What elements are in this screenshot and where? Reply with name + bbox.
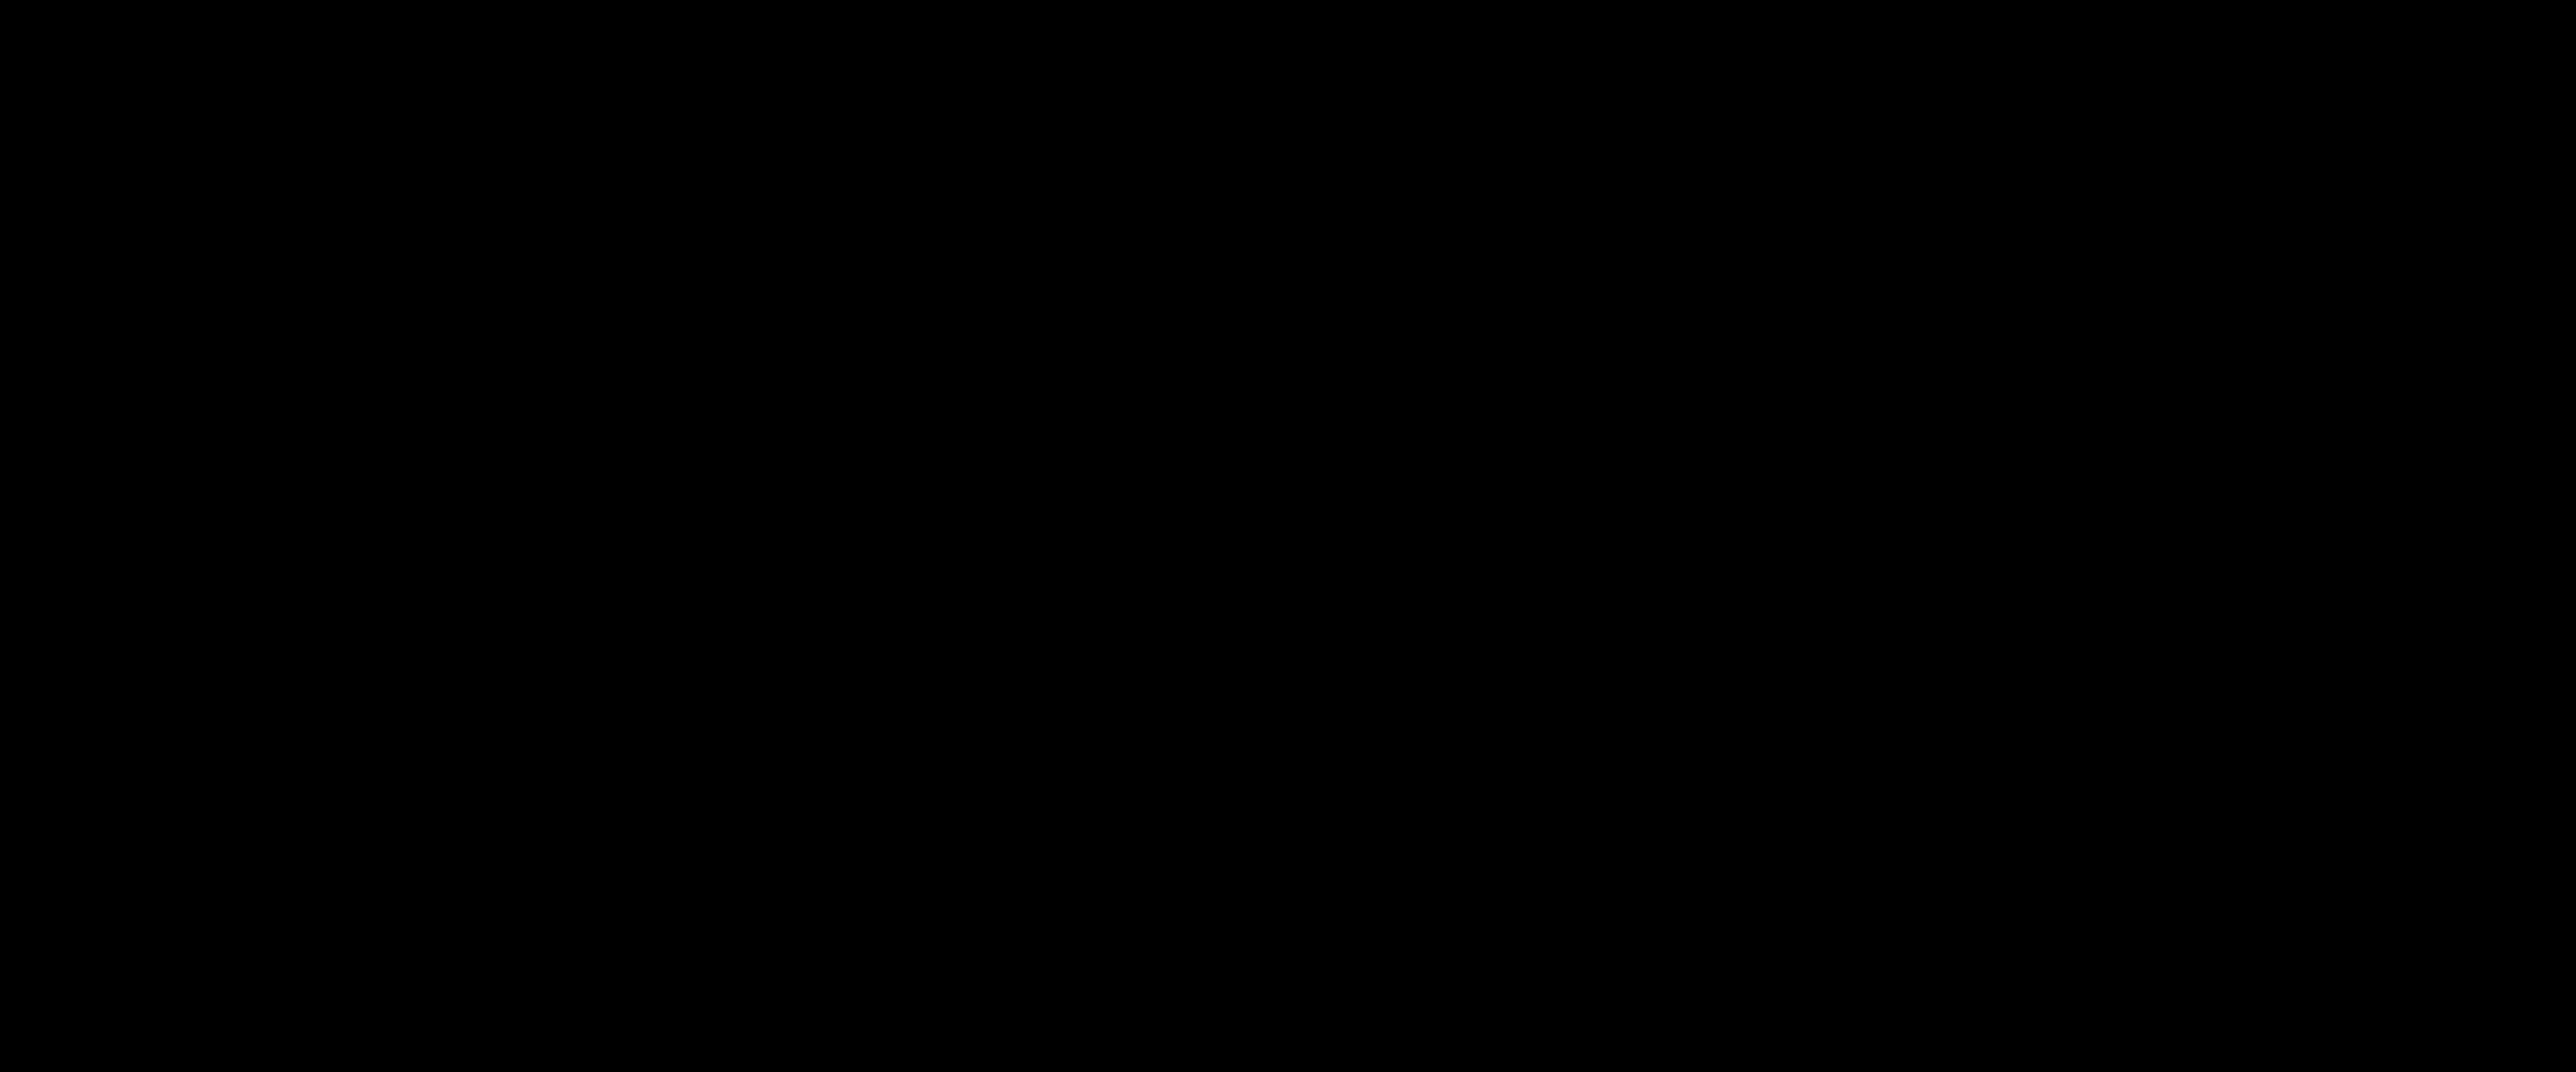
weather-forecast-montage xyxy=(0,0,2576,1072)
